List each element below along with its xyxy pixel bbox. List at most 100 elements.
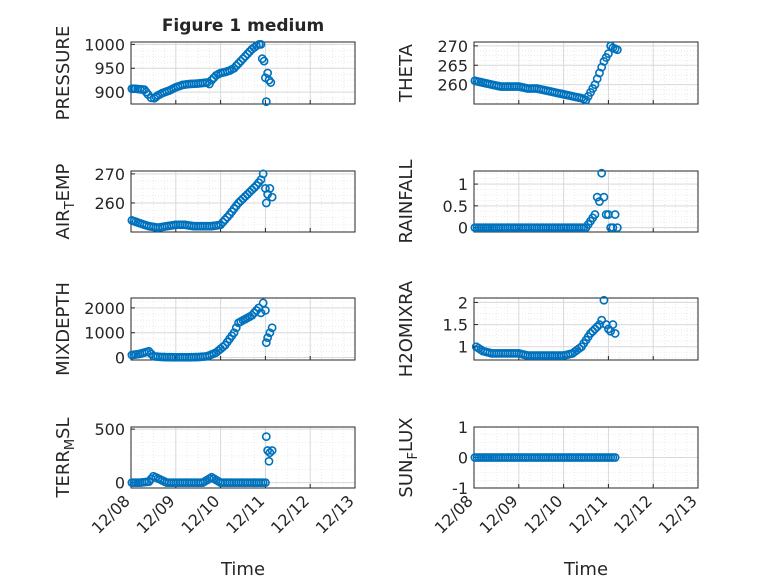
y-axis-label: TERRMSL	[53, 417, 78, 498]
data-point	[266, 78, 276, 87]
data-point	[256, 39, 266, 49]
y-tick-label: 0	[458, 449, 468, 468]
data-point	[218, 342, 228, 352]
y-tick-label: 0.5	[443, 197, 468, 216]
data-point	[590, 324, 600, 334]
data-point	[258, 298, 268, 308]
x-tick-label: 12/12	[610, 491, 656, 537]
data-point	[610, 329, 620, 338]
x-tick-label: 12/08	[88, 491, 134, 537]
data-point	[249, 183, 259, 193]
x-tick-label: 12/11	[565, 491, 611, 537]
data-point	[231, 61, 241, 71]
data-point	[599, 295, 609, 305]
y-tick-label: 260	[437, 76, 468, 95]
y-tick-label: -1	[452, 479, 468, 498]
data-point	[247, 310, 257, 320]
data-point	[252, 305, 261, 315]
data-point	[261, 432, 271, 442]
y-axis-label: RAINFALL	[396, 160, 417, 244]
data-point	[256, 308, 266, 318]
data-point	[247, 185, 257, 195]
subplot-air-temp: 260 270 AIRTEMP	[53, 163, 356, 239]
data-point	[608, 320, 618, 329]
x-tick-label: 12/10	[177, 491, 223, 537]
data-point	[260, 478, 270, 488]
data-point	[245, 187, 255, 197]
y-tick-label: 950	[94, 59, 125, 78]
y-tick-label: 1	[458, 418, 468, 437]
y-axis-label: AIRTEMP	[53, 163, 78, 239]
data-point	[222, 212, 232, 222]
data-point	[267, 323, 277, 333]
y-tick-label: 2	[458, 293, 468, 312]
data-point	[261, 97, 271, 107]
x-tick-label: 12/08	[431, 491, 477, 537]
data-point	[144, 346, 154, 356]
data-point	[236, 196, 246, 206]
axes-box	[130, 170, 356, 233]
axes-box	[130, 297, 356, 361]
subplot-terr-msl: 0 500 TERRMSL 12/0812/0912/1012/1112/1212/1…	[53, 417, 358, 537]
data-point	[243, 49, 252, 59]
y-tick-label: 0	[115, 349, 125, 368]
data-point	[236, 56, 246, 66]
data-point	[231, 323, 241, 333]
data-point	[229, 328, 239, 338]
data-point	[588, 326, 598, 336]
data-point	[586, 329, 595, 338]
subplot-mixdepth: 0 1000 2000 MIXDEPTH	[53, 282, 356, 376]
data-point	[216, 220, 225, 230]
data-point	[229, 63, 239, 73]
y-tick-label: 0	[458, 219, 468, 238]
y-tick-label: 900	[94, 83, 125, 102]
data-point	[220, 215, 230, 225]
data-point	[267, 446, 277, 455]
data-point	[265, 328, 275, 338]
data-point	[263, 333, 273, 343]
y-tick-label: 260	[94, 194, 125, 213]
axes-box	[130, 426, 356, 489]
data-point	[259, 56, 269, 66]
data-point	[592, 322, 602, 332]
data-point	[261, 198, 271, 208]
data-point	[604, 49, 613, 59]
axes-box	[473, 297, 699, 361]
figure-title: Figure 1 medium	[162, 16, 324, 36]
data-point	[263, 446, 273, 455]
x-tick-label: 12/12	[267, 491, 313, 537]
subplot-h2omixra: 1 1.5 2 H2OMIXRA	[396, 280, 699, 377]
data-point	[597, 315, 607, 325]
subplot-sun-flux: -1 0 1 SUNFLUX 12/0812/0912/1012/1112/1212/1…	[396, 417, 701, 537]
data-point	[612, 45, 622, 55]
y-tick-label: 2000	[84, 299, 125, 318]
y-tick-label: 270	[94, 165, 125, 184]
x-tick-label: 12/13	[312, 491, 358, 537]
data-point	[238, 194, 248, 203]
data-point	[610, 453, 620, 462]
subplot-pressure: 900 950 1000 PRESSURE	[53, 26, 356, 120]
x-tick-label: 12/13	[655, 491, 701, 537]
data-point	[604, 324, 613, 334]
y-tick-label: 1000	[84, 324, 125, 343]
data-point	[218, 217, 228, 227]
y-tick-label: 1.5	[443, 316, 468, 335]
data-point	[240, 51, 250, 61]
data-point	[610, 210, 620, 219]
y-axis-label: THETA	[396, 43, 417, 103]
x-tick-label: 12/09	[476, 491, 522, 537]
data-point	[207, 75, 217, 85]
y-axis-label: H2OMIXRA	[396, 280, 417, 377]
data-point	[267, 192, 277, 202]
data-point	[258, 169, 268, 179]
data-point	[238, 54, 248, 64]
y-tick-label: 1	[458, 175, 468, 194]
data-point	[608, 223, 618, 233]
data-point	[265, 448, 275, 458]
data-point	[595, 197, 604, 206]
data-point	[240, 192, 250, 201]
data-point	[599, 192, 609, 202]
axes-box	[130, 41, 356, 105]
